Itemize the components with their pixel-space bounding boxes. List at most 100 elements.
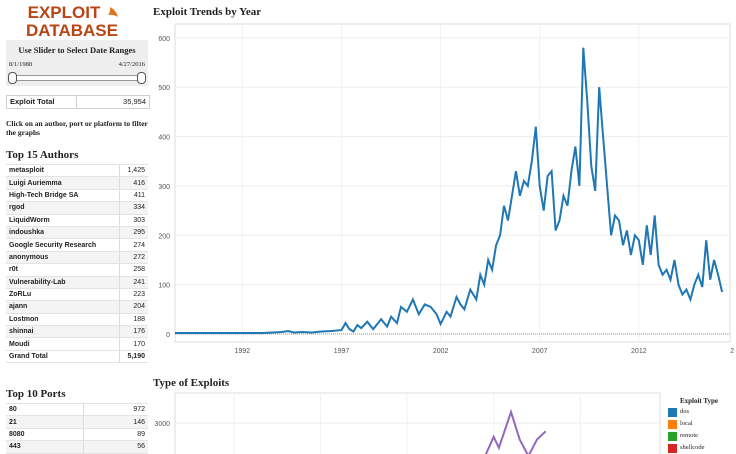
row-name[interactable]: LiquidWorm bbox=[6, 213, 120, 227]
logo-line1: EXPLOIT bbox=[28, 3, 101, 22]
y-tick-label: 300 bbox=[158, 184, 170, 191]
slider-title: Use Slider to Select Date Ranges bbox=[18, 45, 136, 55]
row-name[interactable]: indoushka bbox=[6, 225, 120, 240]
row-count: 416 bbox=[119, 176, 148, 190]
row-name[interactable]: r0t bbox=[6, 263, 120, 277]
ports-table: 80 972 21 146 8080 89 443 56 bbox=[6, 402, 148, 454]
logo-line2: DATABASE bbox=[26, 21, 118, 39]
row-name[interactable]: 8080 bbox=[6, 427, 85, 442]
table-row[interactable]: r0t 258 bbox=[6, 263, 148, 277]
row-name[interactable]: 80 bbox=[6, 402, 85, 417]
row-name[interactable]: rgod bbox=[6, 201, 120, 215]
table-row[interactable]: Google Security Research 274 bbox=[6, 238, 148, 252]
legend-item-remote[interactable]: remote bbox=[664, 432, 734, 441]
filter-hint: Click on an author, port or platform to … bbox=[6, 119, 148, 137]
legend-swatch bbox=[668, 420, 677, 429]
y-tick-label: 0 bbox=[166, 332, 170, 339]
row-name[interactable]: ZoRLu bbox=[6, 287, 120, 302]
plot-area bbox=[174, 23, 731, 343]
table-row[interactable]: anonymous 272 bbox=[6, 250, 148, 265]
row-count: 146 bbox=[83, 415, 148, 429]
row-count: 303 bbox=[119, 213, 148, 227]
table-row[interactable]: Luigi Auriemma 416 bbox=[6, 176, 148, 190]
ports-title: Top 10 Ports bbox=[6, 388, 66, 400]
row-name[interactable]: anonymous bbox=[6, 250, 120, 265]
exploit-database-logo[interactable]: EXPLOIT DATABASE bbox=[0, 3, 148, 39]
x-tick-label: 1997 bbox=[334, 348, 350, 355]
y-tick-label: 3000 bbox=[154, 421, 170, 428]
exploit-type-legend: Exploit Type dos local remote shellcode bbox=[664, 397, 734, 453]
exploit-type-chart[interactable]: 3000 bbox=[150, 391, 662, 454]
table-row[interactable]: ZoRLu 223 bbox=[6, 287, 148, 302]
row-count: 223 bbox=[119, 287, 148, 302]
grand-total-value: 5,190 bbox=[119, 349, 148, 364]
row-count: 258 bbox=[119, 263, 148, 277]
x-tick-label: 2007 bbox=[532, 348, 548, 355]
date-range-slider[interactable] bbox=[8, 72, 146, 84]
table-row[interactable]: Moudi 170 bbox=[6, 337, 148, 351]
table-row[interactable]: High-Tech Bridge SA 411 bbox=[6, 188, 148, 203]
legend-label: shellcode bbox=[680, 444, 705, 451]
row-count: 176 bbox=[119, 325, 148, 339]
trend-series-line[interactable] bbox=[175, 47, 724, 334]
exploit-total-label: Exploit Total bbox=[7, 96, 77, 108]
row-name[interactable]: Lostmon bbox=[6, 312, 120, 327]
legend-label: local bbox=[680, 420, 693, 427]
slider-start-handle[interactable] bbox=[8, 72, 17, 84]
row-name[interactable]: 21 bbox=[6, 415, 85, 429]
row-name[interactable]: Google Security Research bbox=[6, 238, 120, 252]
row-count: 89 bbox=[83, 427, 148, 442]
table-row[interactable]: 8080 89 bbox=[6, 427, 148, 442]
legend-item-shellcode[interactable]: shellcode bbox=[664, 444, 734, 453]
table-row[interactable]: 443 56 bbox=[6, 440, 148, 454]
row-name[interactable]: Moudi bbox=[6, 337, 120, 351]
flame-icon bbox=[108, 7, 118, 17]
legend-swatch bbox=[668, 444, 677, 453]
y-tick-label: 400 bbox=[158, 135, 170, 142]
row-count: 1,425 bbox=[119, 163, 148, 178]
row-count: 295 bbox=[119, 225, 148, 240]
row-count: 56 bbox=[83, 440, 148, 454]
row-name[interactable]: High-Tech Bridge SA bbox=[6, 188, 120, 203]
y-tick-label: 600 bbox=[158, 36, 170, 43]
row-name[interactable]: shinnai bbox=[6, 325, 120, 339]
exploit-total-value: 35,954 bbox=[123, 97, 146, 106]
row-name[interactable]: 443 bbox=[6, 440, 85, 454]
slider-end-handle[interactable] bbox=[137, 72, 146, 84]
y-tick-label: 200 bbox=[158, 233, 170, 240]
row-count: 972 bbox=[83, 402, 148, 417]
table-row[interactable]: Lostmon 188 bbox=[6, 312, 148, 327]
row-count: 272 bbox=[119, 250, 148, 265]
table-row[interactable]: LiquidWorm 303 bbox=[6, 213, 148, 227]
legend-item-local[interactable]: local bbox=[664, 420, 734, 429]
legend-item-dos[interactable]: dos bbox=[664, 408, 734, 417]
row-name[interactable]: Vulnerability-Lab bbox=[6, 275, 120, 289]
row-count: 204 bbox=[119, 300, 148, 314]
type-chart-title: Type of Exploits bbox=[153, 377, 230, 389]
row-count: 411 bbox=[119, 188, 148, 203]
legend-swatch bbox=[668, 408, 677, 417]
table-row[interactable]: 80 972 bbox=[6, 402, 148, 417]
row-count: 334 bbox=[119, 201, 148, 215]
table-row[interactable]: ajann 204 bbox=[6, 300, 148, 314]
x-tick-label: 2017 bbox=[730, 348, 734, 355]
table-row[interactable]: shinnai 176 bbox=[6, 325, 148, 339]
table-row[interactable]: metasploit 1,425 bbox=[6, 163, 148, 178]
row-name[interactable]: Luigi Auriemma bbox=[6, 176, 120, 190]
exploit-total-box: Exploit Total 35,954 bbox=[6, 95, 150, 109]
row-count: 170 bbox=[119, 337, 148, 351]
webapps-series-line[interactable] bbox=[484, 408, 547, 454]
legend-label: dos bbox=[680, 408, 690, 415]
x-tick-label: 2012 bbox=[631, 348, 647, 355]
row-name[interactable]: metasploit bbox=[6, 163, 120, 178]
table-row[interactable]: 21 146 bbox=[6, 415, 148, 429]
table-row[interactable]: rgod 334 bbox=[6, 201, 148, 215]
row-name[interactable]: ajann bbox=[6, 300, 120, 314]
y-tick-label: 100 bbox=[158, 283, 170, 290]
authors-title: Top 15 Authors bbox=[6, 149, 79, 161]
table-row[interactable]: Vulnerability-Lab 241 bbox=[6, 275, 148, 289]
table-row[interactable]: indoushka 295 bbox=[6, 225, 148, 240]
row-count: 241 bbox=[119, 275, 148, 289]
exploit-trends-chart[interactable]: 0 100 200 300 400 500 600 1992 1997 2002 2007 2012 2… bbox=[150, 22, 734, 362]
x-tick-label: 1992 bbox=[235, 348, 251, 355]
